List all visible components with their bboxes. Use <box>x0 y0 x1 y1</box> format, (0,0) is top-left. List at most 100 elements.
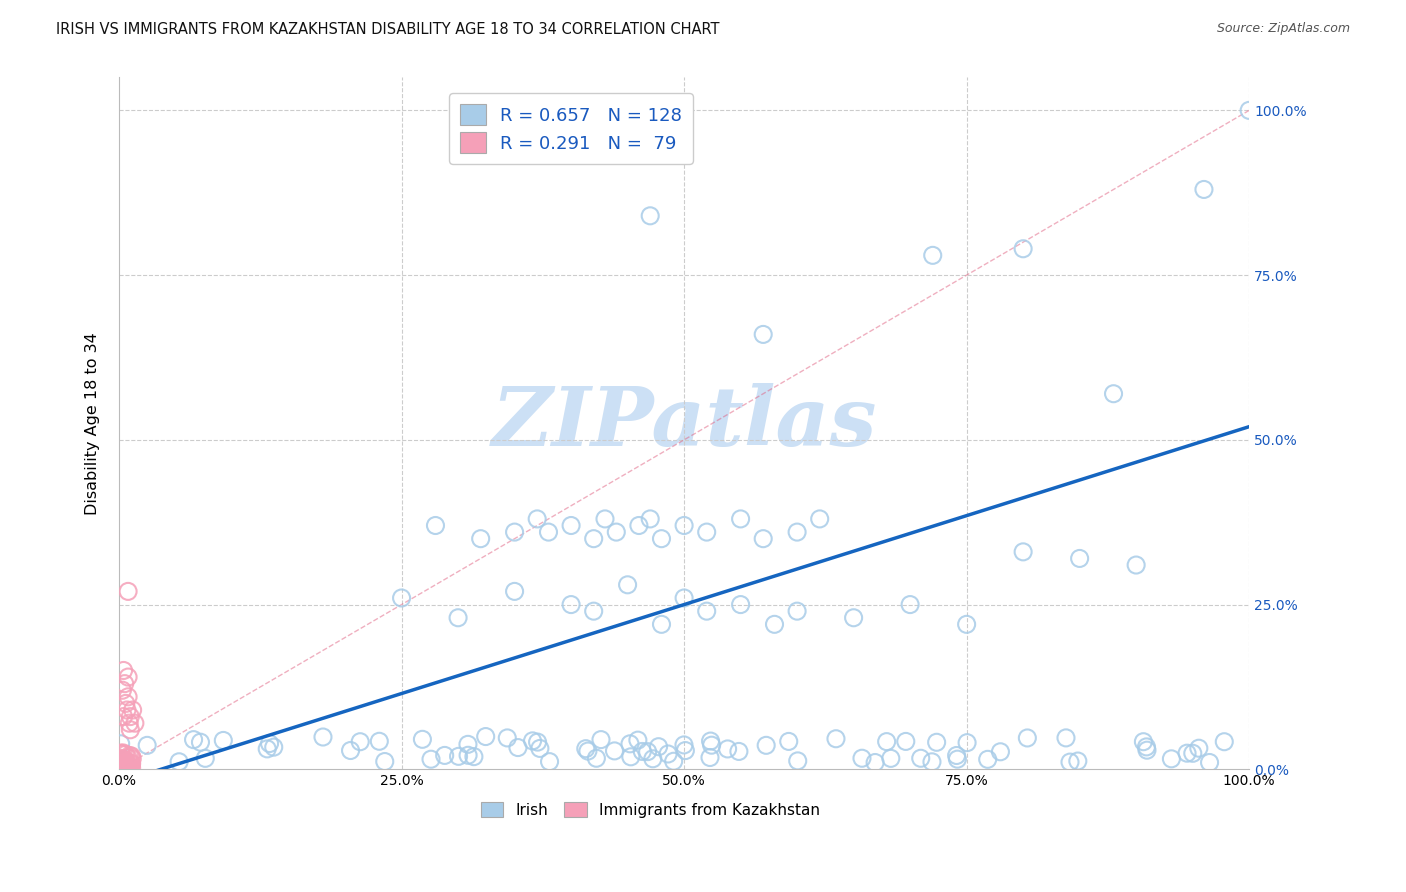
Point <box>114 760 136 774</box>
Point <box>112 758 135 772</box>
Point <box>503 584 526 599</box>
Point <box>117 670 139 684</box>
Point <box>605 525 627 540</box>
Point <box>112 709 135 723</box>
Point <box>256 742 278 756</box>
Point <box>110 746 132 760</box>
Point <box>111 756 134 770</box>
Point <box>190 735 212 749</box>
Point <box>1160 752 1182 766</box>
Point <box>391 591 413 605</box>
Point <box>619 737 641 751</box>
Point <box>115 759 138 773</box>
Point <box>538 755 561 769</box>
Text: IRISH VS IMMIGRANTS FROM KAZAKHSTAN DISABILITY AGE 18 TO 34 CORRELATION CHART: IRISH VS IMMIGRANTS FROM KAZAKHSTAN DISA… <box>56 22 720 37</box>
Point <box>111 752 134 766</box>
Point <box>946 752 969 766</box>
Point <box>730 512 752 526</box>
Point <box>647 739 669 754</box>
Point <box>115 703 138 717</box>
Point <box>641 752 664 766</box>
Point <box>108 754 131 768</box>
Point <box>117 584 139 599</box>
Point <box>503 525 526 540</box>
Point <box>537 525 560 540</box>
Point <box>1181 747 1204 761</box>
Point <box>1198 756 1220 770</box>
Point <box>447 611 470 625</box>
Point <box>457 748 479 763</box>
Point <box>108 753 131 767</box>
Point <box>990 745 1012 759</box>
Point <box>1017 731 1039 745</box>
Point <box>696 525 718 540</box>
Point <box>529 741 551 756</box>
Point <box>110 737 132 751</box>
Point <box>111 756 134 771</box>
Point <box>114 757 136 772</box>
Point <box>112 760 135 774</box>
Point <box>1237 103 1260 118</box>
Point <box>699 750 721 764</box>
Point <box>114 756 136 770</box>
Point <box>111 753 134 767</box>
Point <box>672 738 695 752</box>
Point <box>876 734 898 748</box>
Point <box>112 761 135 775</box>
Point <box>755 739 778 753</box>
Point <box>117 760 139 774</box>
Point <box>945 748 967 763</box>
Point <box>522 734 544 748</box>
Point <box>121 761 143 775</box>
Point <box>956 736 979 750</box>
Point <box>673 591 696 605</box>
Point <box>627 733 650 747</box>
Point <box>921 248 943 262</box>
Point <box>118 758 141 772</box>
Point <box>108 751 131 765</box>
Point <box>118 748 141 763</box>
Point <box>699 734 721 748</box>
Point <box>526 735 548 749</box>
Point <box>638 512 661 526</box>
Point <box>582 532 605 546</box>
Point <box>447 749 470 764</box>
Point <box>118 716 141 731</box>
Point <box>120 757 142 772</box>
Point <box>474 730 496 744</box>
Point <box>603 744 626 758</box>
Point <box>433 748 456 763</box>
Point <box>662 754 685 768</box>
Point <box>457 737 479 751</box>
Point <box>114 758 136 772</box>
Point <box>110 760 132 774</box>
Point <box>167 755 190 769</box>
Point <box>786 604 808 618</box>
Point <box>1135 739 1157 754</box>
Point <box>496 731 519 745</box>
Point <box>921 755 943 769</box>
Point <box>1175 746 1198 760</box>
Point <box>110 762 132 776</box>
Point <box>657 747 679 761</box>
Point <box>863 756 886 770</box>
Point <box>842 611 865 625</box>
Point <box>117 762 139 776</box>
Point <box>752 327 775 342</box>
Point <box>730 598 752 612</box>
Point <box>111 757 134 772</box>
Point <box>312 730 335 744</box>
Point <box>411 732 433 747</box>
Legend: Irish, Immigrants from Kazakhstan: Irish, Immigrants from Kazakhstan <box>474 796 825 824</box>
Point <box>696 604 718 618</box>
Point <box>1213 735 1236 749</box>
Point <box>368 734 391 748</box>
Point <box>1059 755 1081 769</box>
Point <box>526 512 548 526</box>
Point <box>700 738 723 752</box>
Point <box>108 761 131 775</box>
Point <box>114 676 136 690</box>
Point <box>374 755 396 769</box>
Point <box>136 739 159 753</box>
Point <box>110 759 132 773</box>
